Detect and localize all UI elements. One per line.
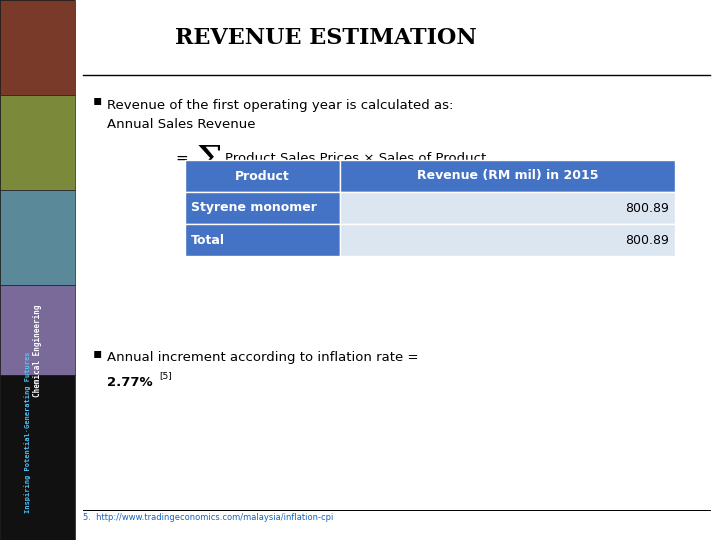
- Text: =: =: [175, 151, 188, 165]
- Bar: [0, 190, 75, 285]
- Bar: [0, 285, 75, 375]
- Text: Revenue of the first operating year is calculated as:: Revenue of the first operating year is c…: [107, 98, 454, 111]
- Text: ▪: ▪: [93, 93, 102, 107]
- Text: 2.77%: 2.77%: [107, 375, 153, 388]
- Text: Σ: Σ: [197, 144, 222, 178]
- Text: Inspiring Potential·Generating Futures: Inspiring Potential·Generating Futures: [24, 351, 31, 513]
- Text: 800.89: 800.89: [625, 201, 669, 214]
- Text: 800.89: 800.89: [625, 233, 669, 246]
- Text: [5]: [5]: [159, 372, 172, 381]
- Bar: [0, 95, 75, 190]
- Bar: [0, 375, 75, 540]
- Text: Annual Sales Revenue: Annual Sales Revenue: [107, 118, 256, 132]
- Text: Chemical Engineering: Chemical Engineering: [33, 305, 42, 397]
- Text: ▪: ▪: [93, 346, 102, 360]
- Text: Total: Total: [191, 233, 225, 246]
- Text: Styrene monomer: Styrene monomer: [191, 201, 317, 214]
- Text: Annual increment according to inflation rate =: Annual increment according to inflation …: [107, 352, 418, 365]
- Text: Revenue (RM mil) in 2015: Revenue (RM mil) in 2015: [417, 170, 598, 183]
- Bar: [340, 192, 675, 224]
- Bar: [185, 224, 340, 256]
- Text: REVENUE ESTIMATION: REVENUE ESTIMATION: [175, 27, 477, 49]
- Bar: [340, 160, 675, 192]
- Bar: [0, 0, 75, 95]
- Text: Product: Product: [235, 170, 290, 183]
- Bar: [185, 192, 340, 224]
- Text: Product Sales Prices × Sales of Product: Product Sales Prices × Sales of Product: [225, 152, 486, 165]
- Text: 5.  http://www.tradingeconomics.com/malaysia/inflation-cpi: 5. http://www.tradingeconomics.com/malay…: [83, 514, 333, 523]
- Bar: [340, 224, 675, 256]
- Bar: [0, 0, 75, 540]
- Bar: [185, 160, 340, 192]
